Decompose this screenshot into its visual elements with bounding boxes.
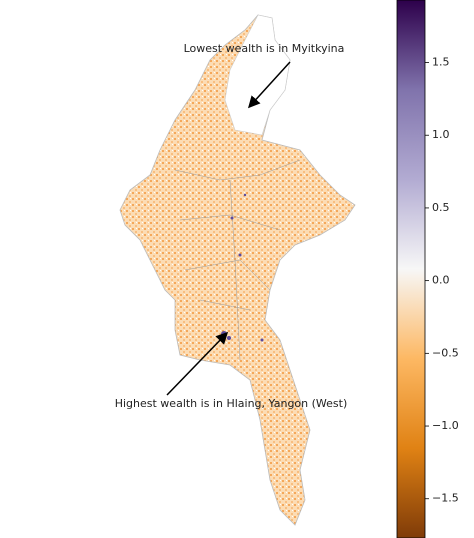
sparse-region [224,14,291,136]
region-borders [174,159,301,361]
colorbar [396,0,426,538]
annotation-arrow [247,61,291,109]
colorbar-tick-label: −0.5 [432,346,459,359]
annotation: Lowest wealth is in Myitkyina [184,42,345,55]
annotation: Highest wealth is in Hlaing, Yangon (Wes… [115,397,348,410]
colorbar-tick-label: 1.0 [432,128,450,141]
country-map [119,14,356,526]
colorbar-tick-label: −1.0 [432,419,459,432]
colorbar-tick-label: 0.5 [432,201,450,214]
colorbar-tick-label: 0.0 [432,274,450,287]
country-shape [119,14,356,526]
colorbar-tick-label: −1.5 [432,492,459,505]
annotation-arrow [166,331,229,396]
colorbar-tick-label: 1.5 [432,56,450,69]
